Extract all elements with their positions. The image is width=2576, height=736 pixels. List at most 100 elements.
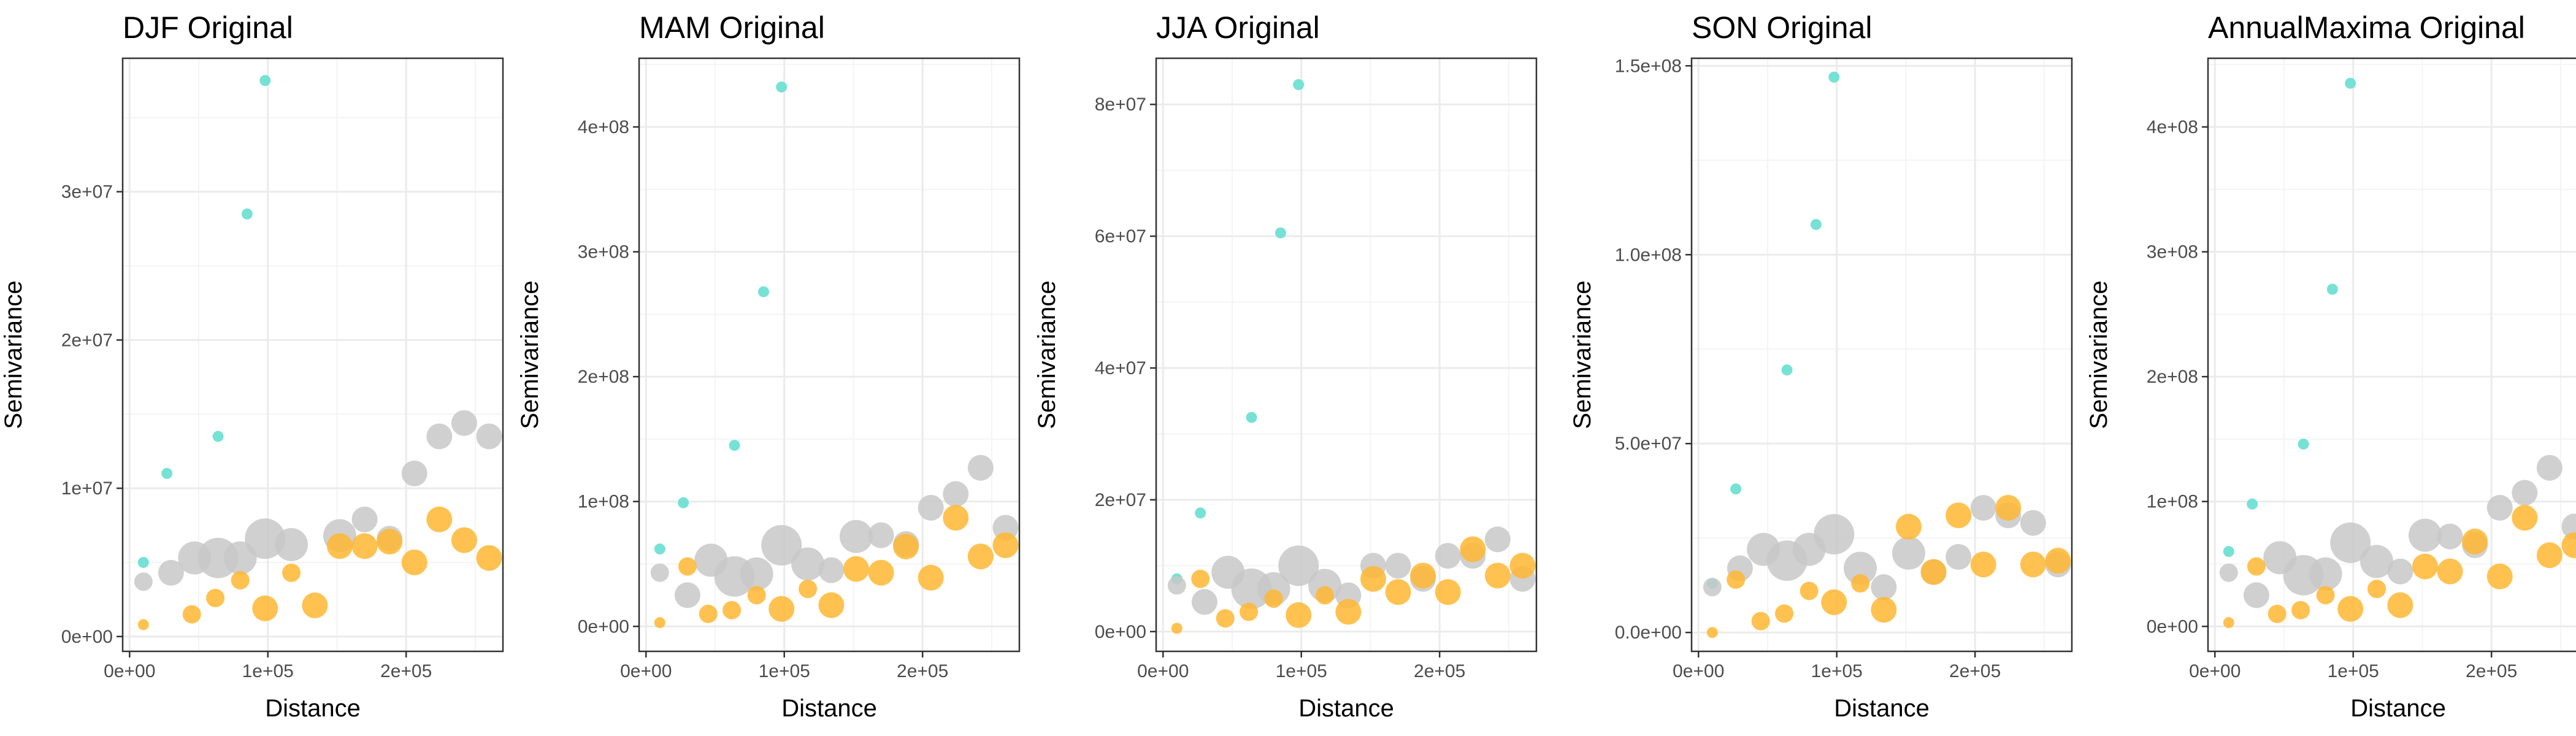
data-point-orange	[1895, 513, 1922, 540]
data-point-gray	[2360, 545, 2394, 578]
data-point-gray	[1435, 543, 1461, 569]
chart-title: JJA Original	[1156, 10, 1320, 45]
y-axis-label: Semivariance	[0, 280, 27, 429]
data-point-gray	[1945, 544, 1972, 570]
y-tick-label: 1.5e+08	[1615, 56, 1682, 76]
data-point-gray	[967, 454, 994, 481]
data-point-orange	[1727, 570, 1746, 589]
chart-title: MAM Original	[639, 10, 825, 45]
x-axis-label: Distance	[781, 695, 877, 722]
chart-title: AnnualMaxima Original	[2208, 10, 2525, 45]
y-axis-label: Semivariance	[1033, 280, 1060, 429]
x-tick-label: 0e+00	[1673, 661, 1724, 681]
data-point-orange	[326, 533, 353, 559]
data-point-orange	[2512, 505, 2538, 531]
data-point-gray	[839, 519, 873, 553]
data-point-orange	[1871, 597, 1897, 623]
data-point-cyan	[729, 440, 740, 451]
chart-panel-4: 0e+00 1e+05 2e+05 0.0e+00 5.0e+07 1.0e+08 1.5e…	[1569, 10, 2073, 722]
y-tick-label: 6e+07	[1095, 226, 1146, 247]
data-point-gray	[1385, 553, 1411, 579]
chart-panel-1: 0e+00 1e+05 2e+05 0e+00 1e+07 2e+07 3e+07 DJF O…	[0, 10, 504, 722]
data-point-gray	[245, 518, 286, 559]
x-tick-label: 2e+05	[1949, 661, 2001, 681]
data-point-cyan	[2298, 439, 2309, 450]
y-tick-label: 8e+07	[1095, 94, 1146, 115]
data-point-gray	[351, 506, 378, 532]
data-point-orange	[818, 592, 845, 618]
data-point-orange	[1171, 623, 1183, 634]
x-tick-label: 0e+00	[1137, 661, 1189, 681]
data-point-orange	[1945, 502, 1972, 529]
y-tick-label: 0e+00	[578, 616, 629, 637]
data-point-orange	[377, 529, 403, 555]
data-point-orange	[1775, 604, 1794, 623]
panel-border	[1690, 57, 2073, 653]
data-point-gray	[2330, 522, 2371, 563]
data-point-orange	[1335, 599, 1362, 625]
data-point-gray	[918, 494, 944, 521]
data-point-gray	[1814, 514, 1855, 555]
data-point-orange	[843, 556, 869, 582]
data-point-cyan	[2223, 546, 2234, 558]
data-point-orange	[451, 527, 477, 553]
x-tick-label: 2e+05	[1414, 661, 1465, 681]
data-point-cyan	[1293, 79, 1305, 90]
data-point-gray	[476, 423, 502, 450]
data-point-orange	[2536, 542, 2563, 569]
data-point-gray	[2243, 582, 2269, 608]
chart-title: SON Original	[1692, 10, 1873, 45]
data-point-cyan	[1275, 227, 1286, 239]
data-point-orange	[1484, 562, 1511, 589]
data-point-orange	[1360, 565, 1386, 592]
data-point-orange	[2247, 557, 2266, 576]
data-point-orange	[2412, 553, 2438, 580]
data-point-orange	[137, 619, 149, 631]
data-point-orange	[699, 604, 718, 623]
data-point-cyan	[259, 75, 271, 86]
data-point-orange	[1240, 602, 1259, 621]
y-tick-label: 1e+07	[61, 478, 113, 499]
data-point-cyan	[1195, 507, 1206, 519]
data-point-gray	[2387, 558, 2413, 585]
data-point-orange	[2223, 617, 2234, 629]
y-tick-label: 3e+07	[61, 182, 113, 202]
data-point-gray	[2437, 523, 2463, 550]
data-point-orange	[476, 545, 502, 571]
data-point-cyan	[1246, 412, 1257, 423]
data-point-orange	[1460, 536, 1486, 562]
data-point-orange	[2337, 596, 2364, 622]
data-point-orange	[1851, 574, 1870, 593]
data-point-cyan	[2326, 283, 2338, 295]
data-point-gray	[740, 557, 773, 591]
data-point-gray	[791, 547, 825, 581]
data-point-cyan	[757, 286, 769, 297]
data-point-cyan	[1810, 219, 1822, 231]
data-point-orange	[723, 600, 742, 619]
data-point-orange	[769, 596, 795, 622]
data-point-gray	[1278, 545, 1319, 586]
x-tick-label: 1e+05	[1811, 661, 1863, 681]
data-point-orange	[2267, 604, 2287, 623]
x-axis-label: Distance	[1834, 695, 1930, 722]
data-point-cyan	[1828, 71, 1840, 83]
data-point-orange	[1316, 586, 1335, 605]
data-point-gray	[426, 423, 453, 450]
data-point-gray	[2219, 563, 2238, 582]
data-point-gray	[2408, 518, 2442, 552]
data-point-cyan	[2345, 77, 2356, 89]
data-point-orange	[1264, 589, 1283, 608]
data-point-orange	[1410, 562, 1436, 589]
data-point-cyan	[137, 556, 149, 568]
x-tick-label: 1e+05	[1276, 661, 1327, 681]
chart-title: DJF Original	[123, 10, 293, 45]
data-point-cyan	[241, 208, 253, 220]
data-point-orange	[302, 592, 328, 619]
data-point-orange	[2316, 586, 2335, 605]
chart-panel-3: 0e+00 1e+05 2e+05 0e+00 2e+07 4e+07 6e+07 8e+07…	[1033, 10, 1538, 722]
y-tick-label: 0e+00	[1095, 622, 1146, 642]
data-point-gray	[275, 527, 309, 561]
y-tick-label: 2e+08	[2147, 367, 2198, 387]
data-point-gray	[761, 524, 802, 565]
y-tick-label: 2e+08	[578, 367, 629, 387]
